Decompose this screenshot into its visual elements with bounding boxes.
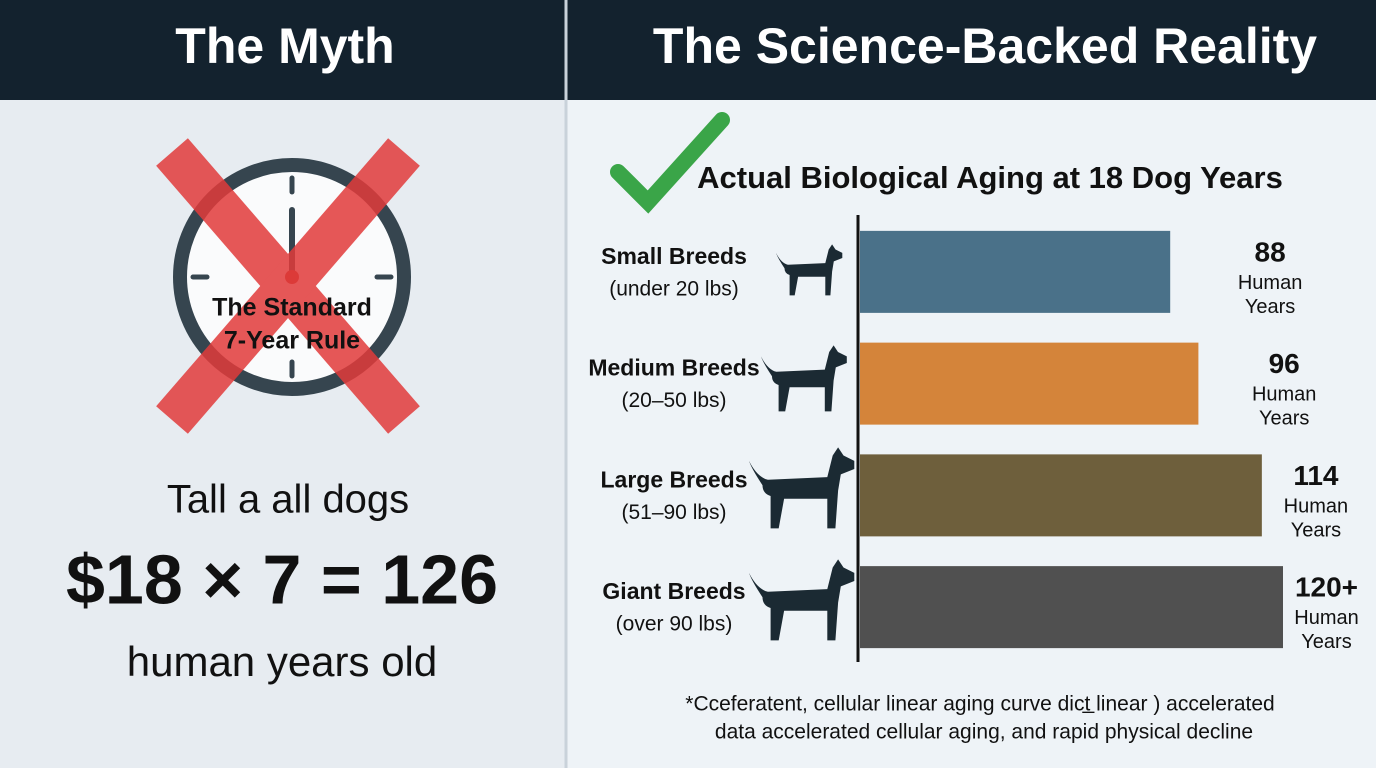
clock-label: 7-Year Rule	[224, 327, 360, 355]
bar	[860, 566, 1283, 649]
value-label: 120+	[1295, 572, 1358, 603]
bar	[860, 454, 1262, 537]
category-label: Medium Breeds	[588, 355, 759, 381]
value-unit: Human Years	[1252, 384, 1316, 430]
chart-title: Actual Biological Aging at 18 Dog Years	[697, 160, 1283, 195]
category-note: (51–90 lbs)	[621, 501, 726, 524]
value-unit: Human Years	[1294, 607, 1358, 653]
value-unit: Human Years	[1284, 496, 1348, 542]
value-unit: Human Years	[1238, 272, 1302, 318]
category-note: (20–50 lbs)	[621, 389, 726, 412]
value-label: 114	[1293, 460, 1339, 491]
header-bar	[0, 0, 1376, 100]
myth-line: Tall a all dogs	[167, 478, 409, 522]
category-label: Large Breeds	[600, 466, 747, 492]
category-label: Giant Breeds	[602, 578, 745, 604]
reality-title: The Science-Backed Reality	[653, 18, 1317, 74]
footnote: *Cceferatent, cellular linear aging curv…	[685, 693, 1274, 716]
clock-label: The Standard	[212, 294, 372, 322]
value-label: 88	[1255, 236, 1286, 267]
category-note: (over 90 lbs)	[616, 613, 733, 636]
bar	[860, 342, 1199, 425]
myth-title: The Myth	[175, 18, 394, 74]
checkmark	[610, 112, 730, 214]
category-note: (under 20 lbs)	[609, 277, 739, 300]
myth-equation: $18 × 7 = 126	[66, 540, 498, 618]
value-label: 96	[1269, 348, 1300, 379]
red-x	[156, 138, 420, 434]
bar	[860, 230, 1171, 313]
category-label: Small Breeds	[601, 243, 747, 269]
myth-line: human years old	[127, 638, 438, 685]
footnote: data accelerated cellular aging, and rap…	[715, 721, 1253, 744]
